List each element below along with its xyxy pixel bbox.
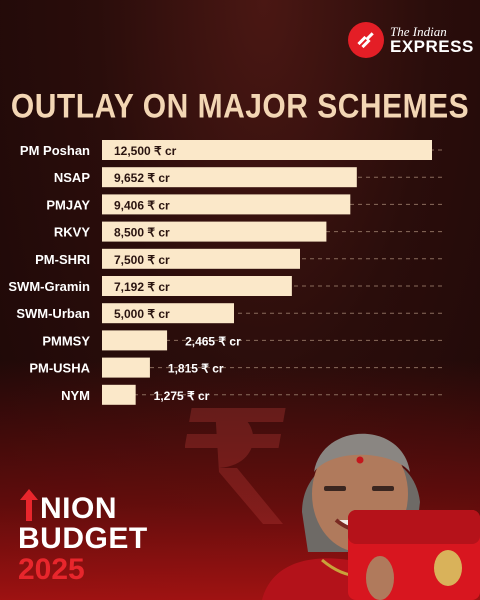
category-label: SWM-Urban [16, 306, 90, 321]
union-text: NION [40, 492, 117, 525]
data-label: 12,500 ₹ cr [114, 144, 177, 158]
bar [102, 194, 351, 215]
category-label: PM Poshan [20, 143, 90, 158]
data-label: 7,500 ₹ cr [114, 253, 170, 267]
category-label: PMMSY [42, 333, 90, 348]
rupee-watermark-icon [185, 408, 286, 524]
data-label: 9,406 ₹ cr [114, 198, 170, 212]
data-label: 8,500 ₹ cr [114, 226, 170, 240]
bar [102, 384, 136, 405]
brand-name-bottom: EXPRESS [390, 37, 474, 56]
bar [102, 303, 234, 324]
union-budget-logo: NION BUDGET 2025 [18, 488, 148, 586]
bar [102, 330, 168, 351]
data-label: 9,652 ₹ cr [114, 171, 170, 185]
bar [102, 357, 150, 378]
bar [102, 167, 357, 188]
bar [102, 276, 292, 296]
category-label: SWM-Gramin [8, 279, 90, 294]
data-label: 1,275 ₹ cr [154, 389, 210, 403]
data-label: 2,465 ₹ cr [185, 334, 241, 348]
category-label: RKVY [54, 225, 90, 240]
indian-express-logo-icon [348, 22, 384, 58]
bar [102, 140, 432, 160]
chart-title: OUTLAY ON MAJOR SCHEMES [10, 87, 470, 126]
category-label: NSAP [54, 170, 90, 185]
budget-year: 2025 [18, 553, 85, 586]
bar [102, 221, 327, 242]
brand-name-top: The Indian [390, 24, 447, 39]
category-label: NYM [61, 388, 90, 403]
data-label: 5,000 ₹ cr [114, 307, 170, 321]
brand-logo-block[interactable]: The Indian EXPRESS [348, 22, 474, 58]
union-line: NION [18, 488, 148, 524]
brand-wordmark: The Indian EXPRESS [390, 25, 474, 55]
budget-text: BUDGET [18, 522, 148, 555]
finance-minister-portrait [262, 433, 480, 600]
bar [102, 248, 300, 269]
category-label: PMJAY [46, 197, 90, 212]
data-label: 7,192 ₹ cr [114, 280, 170, 294]
upward-arrow-icon [20, 489, 38, 521]
category-label: PM-USHA [29, 361, 90, 376]
category-label: PM-SHRI [35, 252, 90, 267]
data-label: 1,815 ₹ cr [168, 362, 224, 376]
